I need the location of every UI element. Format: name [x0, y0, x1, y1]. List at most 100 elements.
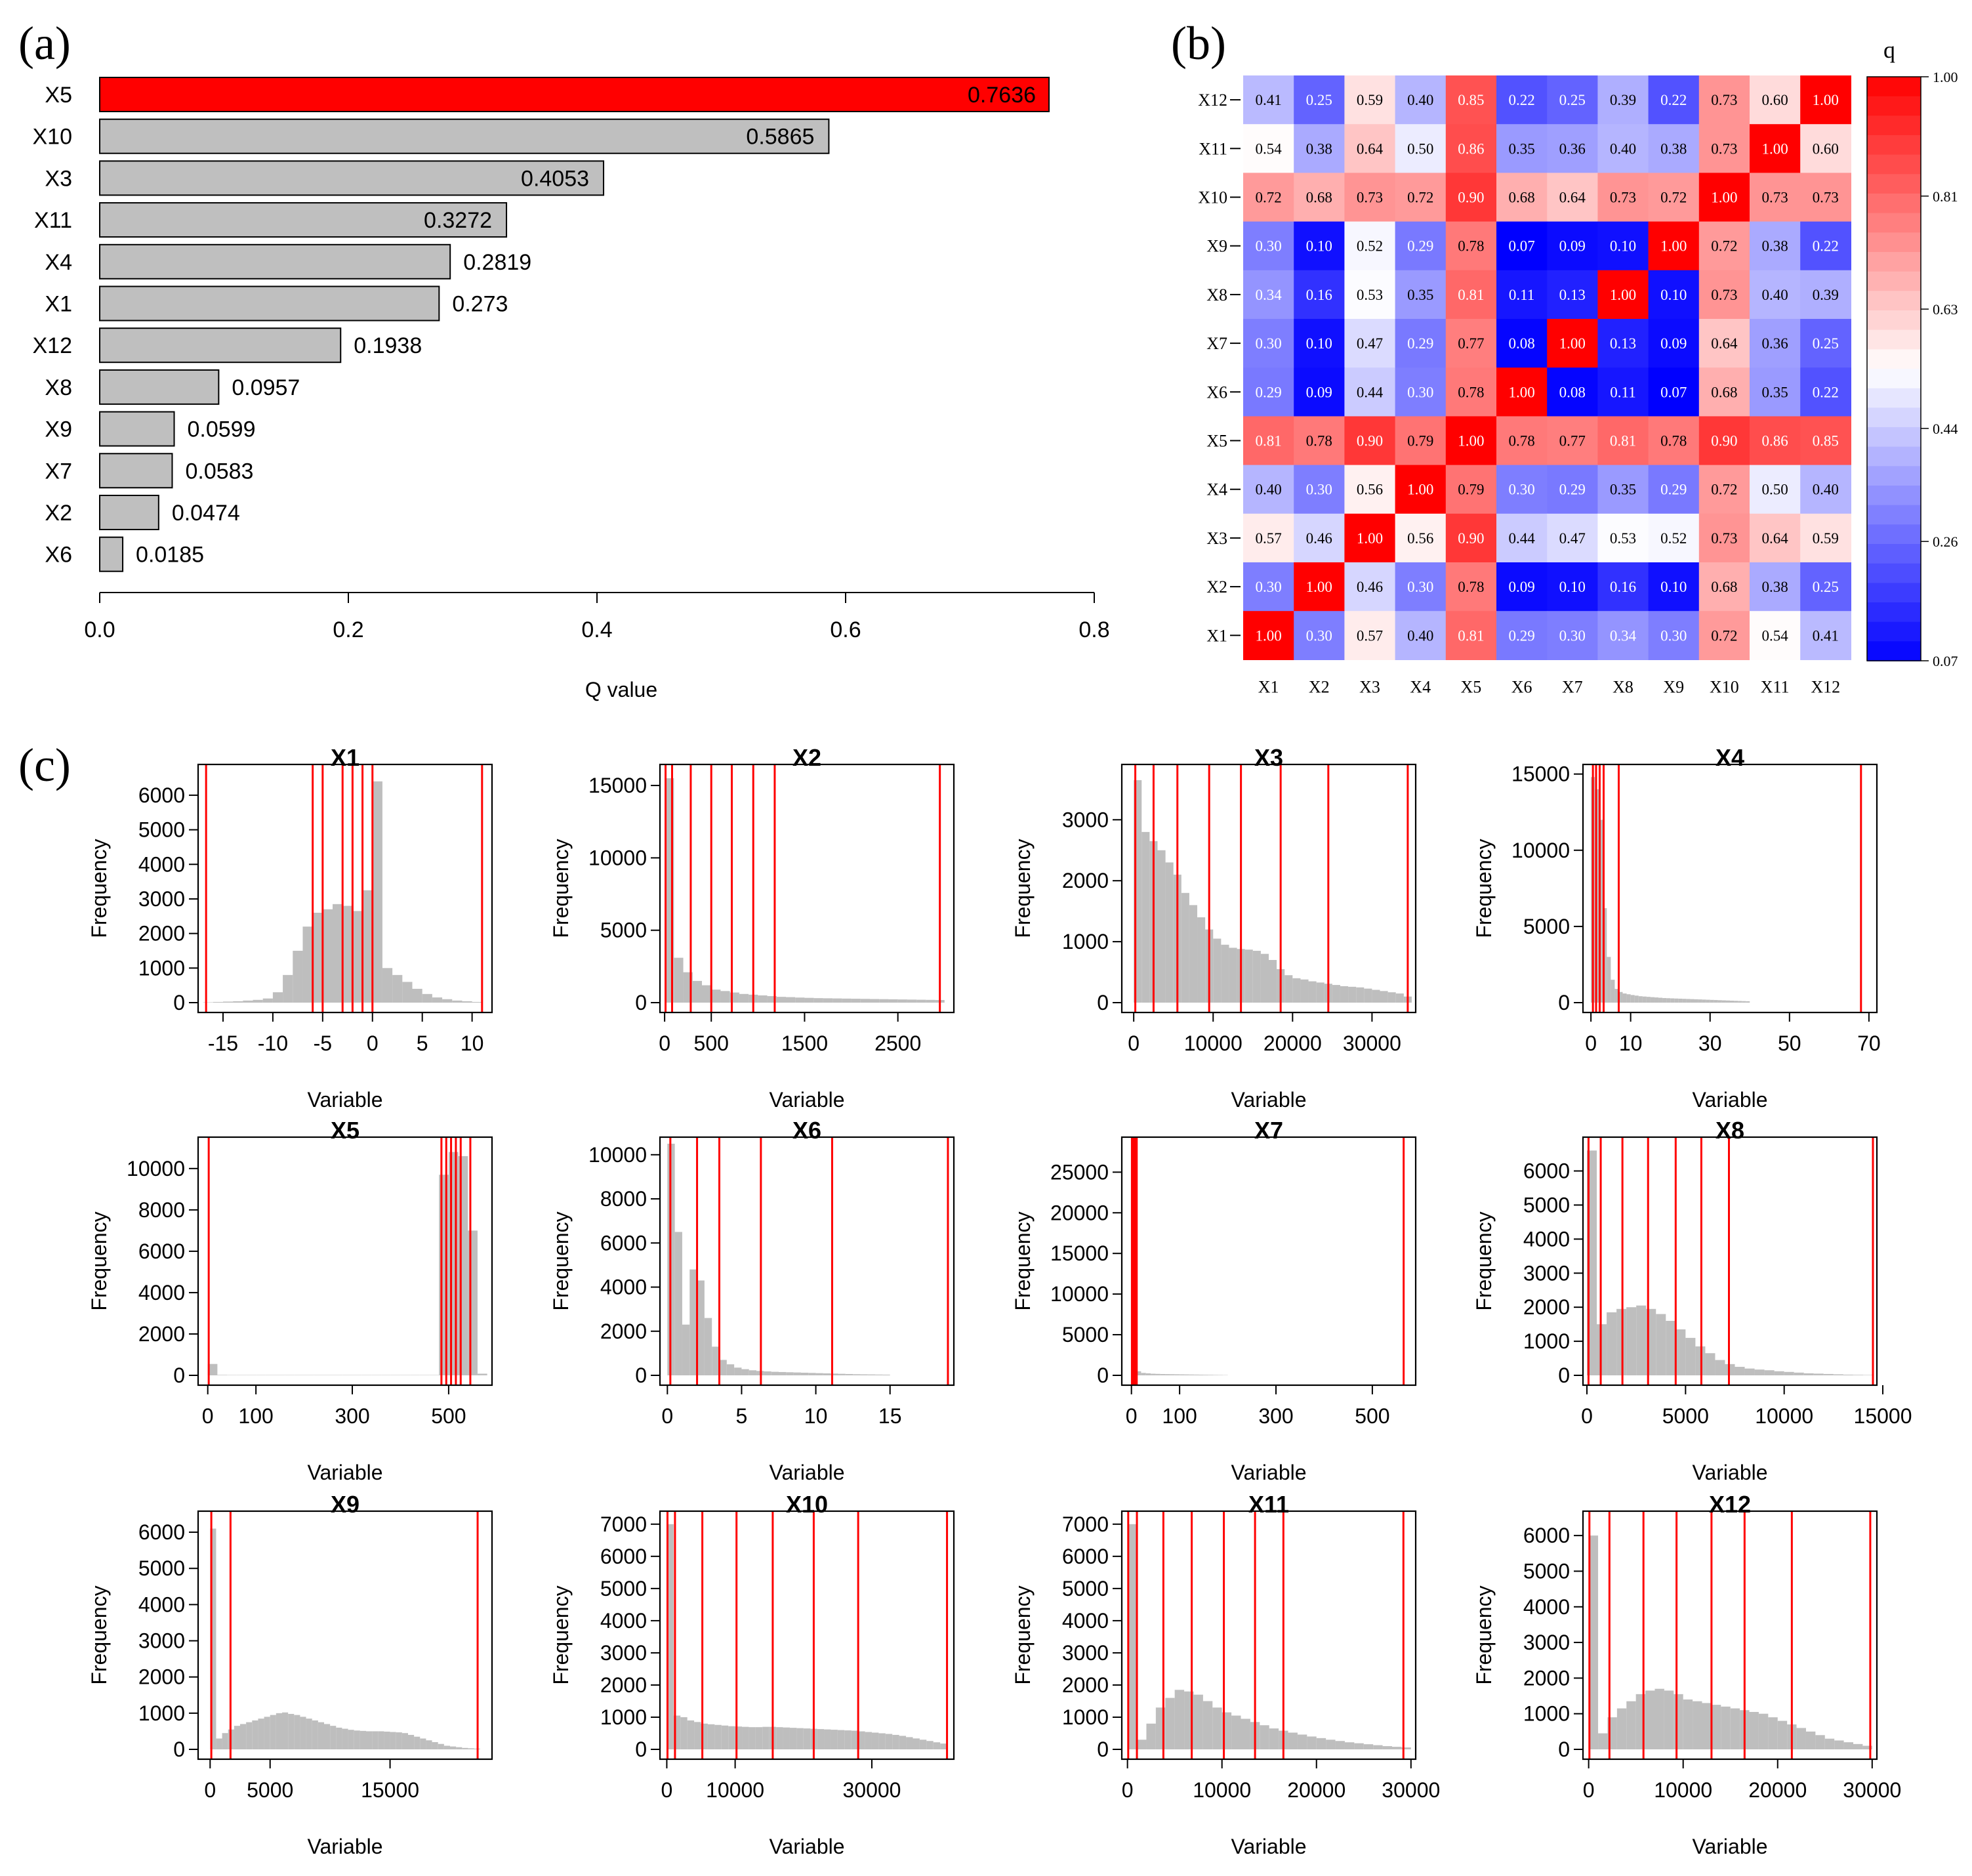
histogram-bar [456, 1747, 462, 1749]
histogram-title: X2 [792, 744, 821, 771]
heatmap-cell [1547, 465, 1598, 514]
heatmap-cell-value: 0.13 [1559, 287, 1586, 303]
histogram-bar [1734, 1001, 1738, 1003]
heatmap-cell-value: 0.35 [1610, 482, 1636, 498]
heatmap-cell [1800, 319, 1851, 368]
histogram-bar [779, 1371, 787, 1375]
histogram-bar [687, 1720, 695, 1749]
x-axis-label: Q value [585, 678, 657, 701]
histogram-bar [342, 906, 353, 1003]
histogram-bar [401, 1733, 408, 1749]
heatmap-cell [1445, 173, 1497, 222]
histogram-bar [871, 1732, 879, 1749]
histogram-bar [1165, 1374, 1170, 1375]
x-tick-label: 10000 [1193, 1778, 1251, 1802]
histogram-bar [858, 1731, 865, 1749]
heatmap-cell [1800, 416, 1851, 466]
histogram-title: X6 [792, 1117, 821, 1144]
histogram-bar [673, 1715, 681, 1749]
x-tick-label: 15 [878, 1404, 902, 1428]
y-tick-label: 4000 [138, 1593, 185, 1616]
x-tick-label: 0 [1122, 1778, 1134, 1802]
heatmap-cell-value: 1.00 [1407, 482, 1433, 498]
x-tick-label: 0 [204, 1778, 216, 1802]
histogram-bar [1391, 1747, 1402, 1749]
histogram-bar [719, 1360, 727, 1375]
heatmap-cell [1496, 367, 1548, 417]
colorbar-segment [1867, 427, 1921, 448]
heatmap-cell-value: 0.40 [1761, 287, 1788, 303]
histogram-bar [432, 1741, 438, 1749]
heatmap-cell-value: 0.08 [1508, 335, 1534, 352]
histogram-bar [897, 999, 907, 1003]
histogram-bar [1221, 944, 1229, 1003]
heatmap-cell-value: 0.86 [1458, 140, 1484, 157]
histogram-bar [1174, 1690, 1185, 1749]
histogram-bar [1603, 908, 1607, 1003]
histogram-panel-X4: X4 0 10 30 50 70 0 5000 10000 15000 Variable Freque… [1472, 744, 1881, 1112]
histogram-bar [1231, 1715, 1241, 1749]
x-axis-label: Variable [1692, 1088, 1767, 1112]
histogram-bar [1698, 999, 1702, 1003]
histogram-bar [1695, 1346, 1706, 1375]
y-tick-label: 6000 [600, 1545, 647, 1568]
x-tick-label: 5 [736, 1404, 748, 1428]
colorbar-segment [1867, 369, 1921, 389]
bar-category-label: X8 [45, 375, 72, 400]
heatmap-cell [1395, 270, 1447, 320]
histogram-bar [734, 1367, 742, 1375]
y-tick-label: 5000 [1062, 1577, 1109, 1600]
bar-X10 [99, 118, 830, 154]
heatmap-cell-value: 0.46 [1357, 579, 1383, 595]
heatmap-cell [1597, 562, 1649, 612]
heatmap-cell-value: 0.29 [1407, 335, 1433, 352]
histogram-bar [1658, 997, 1663, 1003]
heatmap-cell [1294, 611, 1345, 660]
panel-frame [659, 1510, 955, 1761]
histogram-bar [667, 1524, 674, 1749]
heatmap-cell-value: 0.73 [1610, 190, 1636, 206]
x-tick-label: 10000 [1654, 1778, 1712, 1802]
histogram-bar [1717, 1000, 1722, 1003]
heatmap-col-label: X6 [1511, 677, 1532, 696]
histogram-panel-X2: X2 0 500 1500 2500 0 5000 10000 15000 Variable Fre… [549, 744, 955, 1112]
heatmap-cell [1547, 416, 1598, 466]
heatmap-cell [1547, 513, 1598, 563]
heatmap-cell [1496, 270, 1548, 320]
y-tick-label: 5000 [138, 818, 185, 842]
histogram-bar [396, 1732, 402, 1749]
histogram-bar [1626, 1701, 1636, 1749]
heatmap-cell-value: 0.40 [1255, 482, 1281, 498]
heatmap-col-label: X2 [1309, 677, 1330, 696]
histogram-bar [1777, 1720, 1788, 1749]
x-tick-label: 15000 [1854, 1404, 1912, 1428]
heatmap-cell [1597, 75, 1649, 125]
histogram-bar [210, 1528, 216, 1749]
histogram-bar [1815, 1735, 1825, 1749]
histogram-bar [272, 992, 283, 1003]
colorbar-tick-label: 0.26 [1933, 533, 1958, 550]
heatmap-cell-value: 0.81 [1458, 287, 1484, 303]
heatmap-cell-value: 0.09 [1508, 579, 1534, 595]
heatmap-cell [1750, 513, 1801, 563]
histogram-bar [817, 1729, 825, 1749]
heatmap-cell-value: 0.72 [1711, 627, 1737, 644]
heatmap-cell [1648, 270, 1700, 320]
histogram-bar [422, 993, 432, 1003]
y-tick-label: 0 [1558, 1738, 1570, 1761]
histogram-bar [786, 997, 796, 1003]
histogram-bar [354, 1730, 360, 1749]
histogram-bar [771, 1371, 779, 1375]
y-tick-label: 0 [635, 991, 647, 1014]
heatmap-cell [1750, 319, 1801, 368]
heatmap-cell-value: 0.25 [1813, 579, 1839, 595]
bar-value-label: 0.4053 [521, 166, 589, 191]
histogram-bar [712, 1346, 720, 1375]
heatmap-cell [1597, 221, 1649, 271]
heatmap-cell [1395, 416, 1447, 466]
y-tick-label: 10000 [588, 846, 647, 869]
histogram-bar [1213, 938, 1222, 1003]
bar-category-label: X7 [45, 459, 72, 484]
histogram-panel-X8: X8 0 5000 10000 15000 0 1000 2000 3000 4000 5000 60… [1472, 1117, 1912, 1484]
x-tick-label: 70 [1857, 1032, 1881, 1055]
